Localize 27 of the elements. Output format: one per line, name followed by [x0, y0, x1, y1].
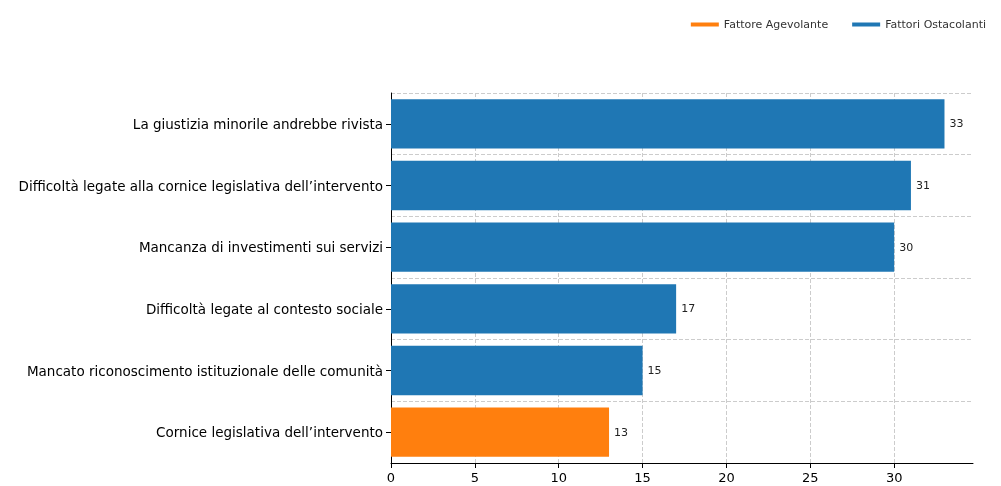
bar [391, 99, 945, 149]
x-tick-label: 20 [718, 470, 735, 485]
x-tick-label: 5 [470, 470, 479, 485]
bar [391, 222, 895, 272]
bar [391, 407, 610, 457]
data-label: 17 [681, 302, 696, 316]
data-label: 15 [647, 364, 662, 377]
data-label: 31 [915, 179, 930, 192]
x-tick-label: 30 [885, 470, 903, 485]
x-tick-label: 0 [386, 470, 396, 485]
y-tick-label: La giustizia minorile andrebbe rivista [132, 115, 383, 132]
x-tick-label: 15 [634, 470, 651, 485]
bar [391, 160, 911, 211]
legend-label: Fattori Ostacolanti [885, 18, 987, 31]
data-label: 33 [949, 117, 964, 131]
y-tick-label: Difficoltà legate alla cornice legislativa dell’intervento [18, 177, 383, 194]
y-tick-label: Mancanza di investimenti sui servizi [138, 239, 383, 256]
bar [391, 345, 643, 396]
y-tick-label: Mancato riconoscimento istituzionale delle comunità [26, 362, 383, 379]
data-label: 30 [899, 240, 914, 254]
y-tick-label: Cornice legislativa dell’intervento [156, 424, 383, 441]
legend-label: Fattore Agevolante [723, 18, 829, 31]
data-label: 13 [614, 425, 629, 439]
x-tick-label: 10 [550, 470, 567, 485]
bar [391, 284, 677, 334]
x-tick-label: 25 [802, 470, 819, 485]
y-tick-label: Difficoltà legate al contesto sociale [145, 300, 383, 317]
